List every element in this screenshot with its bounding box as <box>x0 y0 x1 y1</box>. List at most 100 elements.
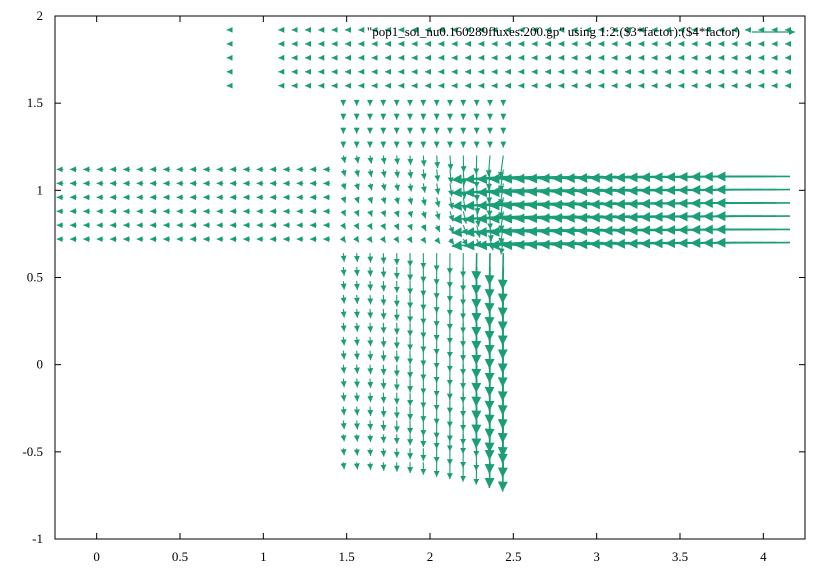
vector-arrow-center-junction <box>407 210 414 218</box>
y-tick-label: 2 <box>37 8 44 23</box>
vector-arrow-center-junction <box>434 155 441 169</box>
vector-arrow-center-junction <box>353 235 360 243</box>
vector-arrow-bottom-channel <box>353 434 360 442</box>
vector-arrow-center-junction <box>461 211 468 224</box>
vector-arrow-bottom-channel <box>340 322 347 332</box>
vector-arrow-bottom-channel <box>380 294 387 306</box>
vector-arrow-center-junction <box>353 222 360 230</box>
legend: "pop1_sol_nu0.160289fluxes:200.gp" using… <box>367 24 795 39</box>
vector-arrow-bottom-channel <box>353 253 360 263</box>
vector-arrow-bottom-channel <box>340 294 347 304</box>
vector-arrow-bottom-channel <box>367 462 374 470</box>
vector-arrow-center-junction <box>420 155 427 167</box>
vector-arrow-center-junction <box>420 169 427 180</box>
vector-arrow-bottom-channel <box>380 350 387 362</box>
vector-arrow-center-junction <box>380 169 387 178</box>
vector-arrow-center-junction <box>340 209 347 217</box>
vector-arrow-bottom-channel <box>340 308 347 318</box>
vector-arrow-center-junction <box>366 235 373 243</box>
vector-arrow-center-junction <box>462 225 468 236</box>
vector-arrow-center-junction <box>461 183 468 199</box>
vector-arrow-bottom-channel <box>367 392 374 403</box>
vector-arrow-center-junction <box>340 155 347 164</box>
vector-arrow-center-junction <box>394 155 401 165</box>
vector-arrow-bottom-channel <box>340 378 347 388</box>
y-tick-label: 0 <box>37 357 44 372</box>
vector-arrow-bottom-channel <box>367 406 374 417</box>
vector-arrow-center-junction <box>407 169 414 179</box>
vector-arrow-bottom-channel <box>340 434 347 442</box>
vector-arrow-bottom-channel <box>367 266 374 277</box>
vector-arrow-center-junction <box>340 222 347 230</box>
vector-arrow-center-junction <box>473 155 480 175</box>
x-tick-label: 1 <box>260 549 267 564</box>
vector-arrow-bottom-channel <box>340 336 347 346</box>
vector-arrow-bottom-channel <box>380 266 387 278</box>
vector-arrow-bottom-channel <box>340 266 347 276</box>
x-tick-label: 0 <box>93 549 100 564</box>
vector-arrow-bottom-channel <box>340 350 347 360</box>
x-tick-label: 3.5 <box>672 549 688 564</box>
vector-arrow-bottom-channel <box>367 378 374 389</box>
y-tick-label: -1 <box>32 531 43 546</box>
vector-arrow-bottom-channel <box>367 420 374 430</box>
vector-arrow-bottom-channel <box>340 406 347 416</box>
vector-arrow-center-junction <box>380 155 387 165</box>
vector-arrow-center-junction <box>420 197 427 206</box>
vector-arrow-bottom-channel <box>367 280 374 291</box>
vector-arrow-bottom-channel <box>380 448 387 457</box>
vector-arrow-center-junction <box>339 235 347 243</box>
vector-arrow-bottom-channel <box>353 294 360 304</box>
x-tick-label: 1.5 <box>339 549 355 564</box>
vector-arrow-center-junction <box>394 183 400 192</box>
y-tick-label: 1.5 <box>27 95 43 110</box>
vector-arrow-center-junction <box>447 155 454 171</box>
vector-arrow-center-junction <box>406 236 413 244</box>
y-tick-label: -0.5 <box>22 444 43 459</box>
vector-arrow-bottom-channel <box>380 280 387 292</box>
vector-arrow-bottom-channel <box>380 364 387 376</box>
vector-arrow-center-junction <box>354 155 361 164</box>
vector-arrow-bottom-channel <box>353 420 360 430</box>
vector-arrow-bottom-channel <box>367 364 374 375</box>
vector-arrow-center-junction <box>420 236 427 244</box>
vector-arrow-center-junction <box>461 197 468 212</box>
vector-arrow-center-junction <box>367 209 373 217</box>
vector-arrow-center-junction <box>407 155 414 165</box>
vector-arrow-center-junction <box>420 183 427 193</box>
vector-arrow-center-junction <box>407 183 414 192</box>
vector-arrow-bottom-channel <box>380 392 387 404</box>
vector-arrow-center-junction <box>448 183 454 197</box>
vector-arrow-bottom-channel <box>380 336 387 348</box>
vector-arrow-bottom-channel <box>340 448 347 456</box>
vector-arrow-bottom-channel <box>380 322 387 334</box>
vector-arrow-center-junction <box>379 236 387 243</box>
vector-arrow-center-junction <box>434 197 441 208</box>
vector-arrow-bottom-channel <box>367 336 374 347</box>
vector-arrow-center-junction <box>353 196 360 204</box>
vector-arrow-bottom-channel <box>353 266 360 277</box>
vector-arrow-center-junction <box>340 196 347 204</box>
vector-arrow-bottom-channel <box>353 350 360 360</box>
vector-arrow-bottom-channel <box>367 253 374 263</box>
vector-arrow-center-junction <box>447 169 454 184</box>
vector-arrow-center-junction <box>340 183 347 190</box>
vector-arrow-bottom-channel <box>353 280 360 290</box>
vector-arrow-bottom-channel <box>340 462 347 470</box>
plot-frame <box>54 15 806 540</box>
vector-arrow-bottom-channel <box>353 336 360 346</box>
vector-arrow-bottom-channel <box>367 294 374 305</box>
vector-arrow-center-junction <box>394 197 400 205</box>
vector-arrow-bottom-channel <box>367 350 374 361</box>
vector-arrow-bottom-channel <box>497 253 508 290</box>
vector-arrow-center-junction <box>380 210 387 217</box>
vector-arrow-center-junction <box>367 169 374 178</box>
vector-arrow-bottom-channel <box>380 378 387 390</box>
vector-arrow-bottom-channel <box>367 448 374 456</box>
vector-arrow-center-junction <box>354 169 360 177</box>
vector-arrow-bottom-channel <box>340 392 347 402</box>
vector-arrow-center-junction <box>420 224 427 232</box>
vector-arrow-center-junction <box>380 197 387 204</box>
vector-arrow-center-junction <box>353 209 360 217</box>
x-tick-label: 2.5 <box>505 549 521 564</box>
